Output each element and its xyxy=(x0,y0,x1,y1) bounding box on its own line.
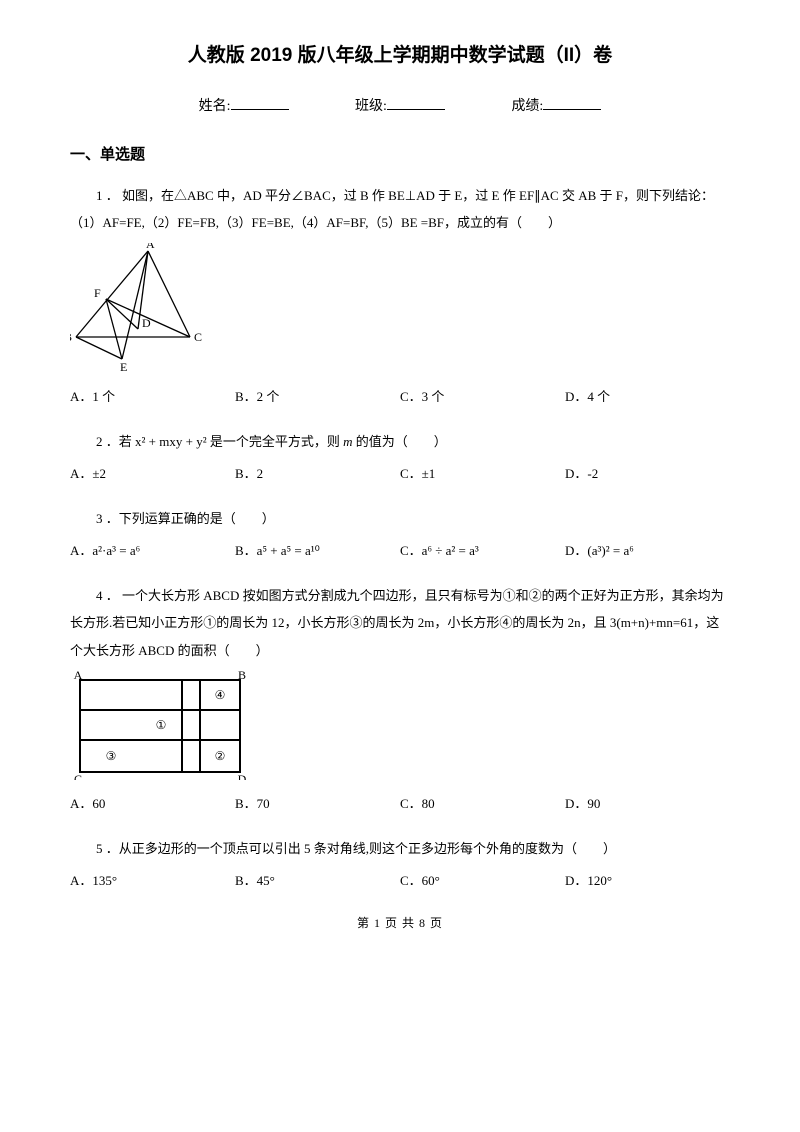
q5-opt-c: C．60° xyxy=(400,868,565,894)
q5-text: 5 ．从正多边形的一个顶点可以引出 5 条对角线,则这个正多边形每个外角的度数为… xyxy=(70,835,730,862)
svg-text:E: E xyxy=(120,360,127,373)
svg-text:②: ② xyxy=(215,749,226,763)
class-blank xyxy=(387,95,445,110)
q4-opt-c: C．80 xyxy=(400,791,565,817)
q1-opt-a: A．1 个 xyxy=(70,384,235,410)
q4-figure: A B C D ① ② ③ ④ xyxy=(70,670,730,785)
q1-opt-b: B．2 个 xyxy=(235,384,400,410)
name-blank xyxy=(231,95,289,110)
name-label: 姓名: xyxy=(199,99,231,114)
q1-opt-d: D．4 个 xyxy=(565,384,730,410)
class-label: 班级: xyxy=(355,99,387,114)
q3-opt-d: D．(a³)² = a⁶ xyxy=(565,538,730,564)
q2-pre: 2 ．若 xyxy=(96,434,135,449)
q4-svg: A B C D ① ② ③ ④ xyxy=(70,670,248,780)
q4-options: A．60 B．70 C．80 D．90 xyxy=(70,791,730,817)
page-footer: 第 1 页 共 8 页 xyxy=(70,914,730,931)
q1-figure: A B C D E F xyxy=(70,243,730,378)
q2-options: A．±2 B．2 C．±1 D．-2 xyxy=(70,461,730,487)
svg-text:A: A xyxy=(146,243,155,251)
svg-text:D: D xyxy=(238,772,247,780)
svg-text:F: F xyxy=(94,286,101,300)
svg-text:B: B xyxy=(70,330,72,344)
score-blank xyxy=(543,95,601,110)
q4-opt-b: B．70 xyxy=(235,791,400,817)
q2-post: 的值为（ ） xyxy=(353,434,447,449)
q2-var: m xyxy=(343,434,352,449)
q5-opt-b: B．45° xyxy=(235,868,400,894)
svg-text:④: ④ xyxy=(215,688,226,702)
q3-opt-c: C．a⁶ ÷ a² = a³ xyxy=(400,538,565,564)
q3-opt-b: B．a⁵ + a⁵ = a¹⁰ xyxy=(235,538,400,564)
svg-text:③: ③ xyxy=(106,749,117,763)
q3-options: A．a²·a³ = a⁶ B．a⁵ + a⁵ = a¹⁰ C．a⁶ ÷ a² =… xyxy=(70,538,730,564)
q5-opt-a: A．135° xyxy=(70,868,235,894)
score-label: 成绩: xyxy=(511,99,543,114)
q2-opt-b: B．2 xyxy=(235,461,400,487)
q4-opt-d: D．90 xyxy=(565,791,730,817)
q1-opt-c: C．3 个 xyxy=(400,384,565,410)
q2-opt-a: A．±2 xyxy=(70,461,235,487)
q4-opt-a: A．60 xyxy=(70,791,235,817)
q5-options: A．135° B．45° C．60° D．120° xyxy=(70,868,730,894)
q2-text: 2 ．若 x² + mxy + y² 是一个完全平方式，则 m 的值为（ ） xyxy=(70,428,730,455)
q1-options: A．1 个 B．2 个 C．3 个 D．4 个 xyxy=(70,384,730,410)
q2-opt-c: C．±1 xyxy=(400,461,565,487)
q3-opt-a: A．a²·a³ = a⁶ xyxy=(70,538,235,564)
q1-svg: A B C D E F xyxy=(70,243,220,373)
q4-text: 4 ． 一个大长方形 ABCD 按如图方式分割成九个四边形，且只有标号为①和②的… xyxy=(70,582,730,664)
q2-expr: x² + mxy + y² xyxy=(135,434,207,449)
svg-text:D: D xyxy=(142,316,151,330)
section-heading: 一、单选题 xyxy=(70,143,730,164)
q2-opt-d: D．-2 xyxy=(565,461,730,487)
svg-text:C: C xyxy=(194,330,202,344)
q3-text: 3 ．下列运算正确的是（ ） xyxy=(70,505,730,532)
q5-opt-d: D．120° xyxy=(565,868,730,894)
svg-text:A: A xyxy=(74,670,83,682)
svg-text:①: ① xyxy=(156,718,167,732)
q2-mid: 是一个完全平方式，则 xyxy=(207,434,344,449)
page-title: 人教版 2019 版八年级上学期期中数学试题（II）卷 xyxy=(70,40,730,67)
svg-text:B: B xyxy=(238,670,246,682)
meta-row: 姓名: 班级: 成绩: xyxy=(70,95,730,115)
svg-text:C: C xyxy=(74,772,82,780)
q1-text: 1 ． 如图，在△ABC 中，AD 平分∠BAC，过 B 作 BE⊥AD 于 E… xyxy=(70,182,730,237)
